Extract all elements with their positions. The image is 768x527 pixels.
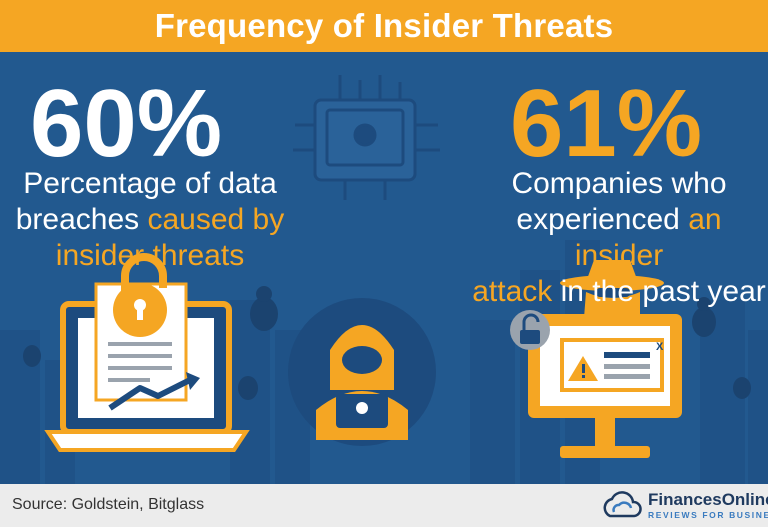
source-text: Source: Goldstein, Bitglass (12, 496, 205, 513)
desc-line: experienced an insider (470, 202, 768, 274)
desc-line: attack in the past year (470, 274, 768, 310)
stat-description-right: Companies who experienced an insider att… (470, 166, 768, 310)
chip-skull-icon (293, 75, 440, 200)
hacker-icon (288, 298, 436, 446)
trend-arrow-icon (108, 377, 192, 411)
desc-text: in the past year (552, 275, 766, 308)
brand-logo: FinancesOnline REVIEWS FOR BUSINESS (600, 490, 768, 525)
desc-highlight: insider threats (55, 239, 245, 272)
desc-text: experienced (516, 203, 689, 236)
brand-name: FinancesOnline (648, 490, 768, 509)
stat-description-left: Percentage of data breaches caused by in… (0, 166, 300, 274)
cloud-logo-icon (603, 491, 642, 518)
desc-line: breaches caused by (0, 202, 300, 238)
desc-line: Percentage of data (23, 167, 277, 200)
brand-tagline: REVIEWS FOR BUSINESS (648, 510, 768, 520)
page-title: Frequency of Insider Threats (154, 7, 614, 44)
footer: Source: Goldstein, Bitglass FinancesOnli… (0, 484, 768, 527)
desc-line: Companies who (511, 167, 727, 200)
popup-close-icon: X (656, 341, 664, 353)
monitor-warning-icon (510, 260, 682, 458)
desc-highlight: caused by (147, 203, 285, 236)
title-bar: Frequency of Insider Threats (0, 0, 768, 52)
stat-value-right: 61% (510, 70, 703, 177)
stat-value-left: 60% (30, 70, 223, 177)
spy-icon (560, 260, 664, 318)
laptop-document-icon (44, 282, 250, 452)
desc-highlight: attack (472, 275, 553, 308)
padlock-open-icon (113, 253, 167, 337)
desc-text: breaches (15, 203, 148, 236)
bug-icon (23, 286, 751, 400)
desc-highlight: an insider (574, 203, 722, 272)
